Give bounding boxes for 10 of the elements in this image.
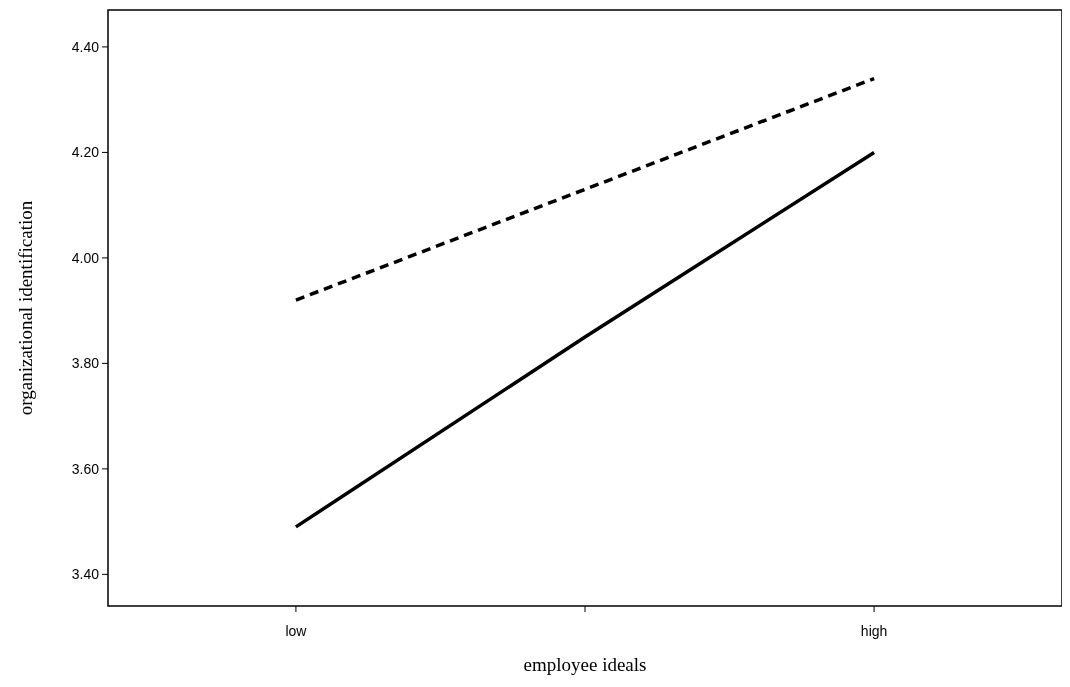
y-axis-title: organizational identification [15, 200, 36, 416]
y-tick-label: 4.20 [71, 144, 100, 161]
x-axis-title: employee ideals [523, 654, 647, 675]
y-tick-label: 4.40 [71, 38, 100, 55]
y-tick-label: 3.80 [71, 355, 100, 372]
y-tick-label: 4.00 [71, 249, 100, 266]
y-tick-label: 3.60 [71, 460, 100, 477]
x-tick-label: high [860, 623, 888, 639]
y-tick-label: 3.40 [71, 566, 100, 583]
x-tick-label: low [285, 623, 308, 639]
